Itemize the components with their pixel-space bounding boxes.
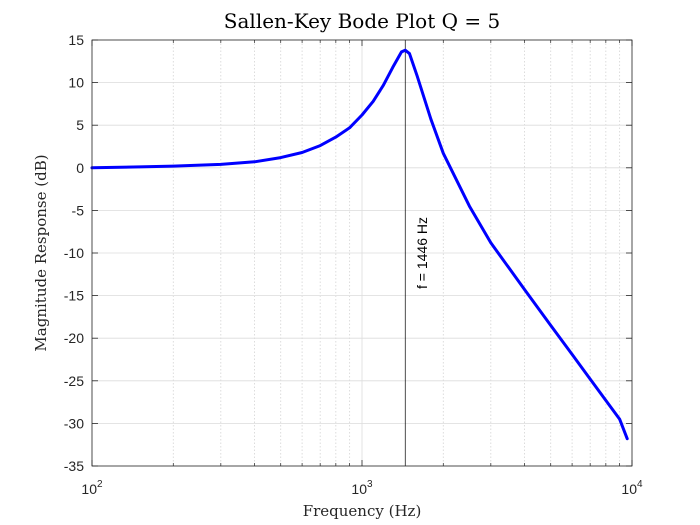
series-point — [172, 164, 175, 168]
series-point — [400, 50, 403, 54]
series-point — [219, 163, 223, 166]
series-point — [404, 49, 407, 52]
series-point — [570, 353, 574, 356]
x-tick-exponent: 4 — [637, 479, 643, 490]
series-point — [626, 437, 629, 440]
series-point — [318, 144, 322, 147]
y-tick-label: -25 — [64, 373, 84, 389]
series-point — [382, 83, 385, 87]
x-tick-base: 10 — [621, 481, 637, 497]
y-tick-label: -10 — [64, 245, 84, 261]
series-point — [371, 100, 375, 103]
y-tick-label: -20 — [64, 330, 84, 346]
series-point — [549, 324, 552, 327]
series-point — [334, 135, 338, 139]
series-point — [523, 288, 526, 291]
series-point — [138, 165, 141, 169]
x-tick-exponent: 3 — [367, 479, 373, 490]
x-tick-label: 102 — [81, 479, 103, 497]
y-tick-label: 0 — [76, 160, 84, 176]
series-point — [604, 399, 608, 402]
y-axis-label: Magnitude Response (dB) — [32, 154, 50, 351]
series-point — [429, 118, 433, 121]
series-point — [391, 66, 394, 69]
series-point — [360, 113, 364, 117]
x-tick-base: 10 — [351, 481, 367, 497]
series-point — [489, 241, 493, 244]
series-point — [279, 156, 282, 159]
frequency-annotation: f = 1446 Hz — [414, 217, 430, 289]
x-tick-label: 104 — [621, 479, 643, 497]
series-point — [415, 74, 419, 77]
y-tick-label: 15 — [68, 32, 84, 48]
y-tick-label: -15 — [64, 288, 84, 304]
x-axis-label: Frequency (Hz) — [303, 502, 422, 520]
series-group — [90, 48, 629, 441]
plot-frame — [91, 39, 633, 467]
x-tick-exponent: 2 — [97, 479, 103, 490]
series-point — [442, 152, 445, 155]
x-tick-base: 10 — [81, 481, 97, 497]
series-point — [468, 204, 471, 208]
series-point — [348, 126, 351, 129]
y-tick-label: -5 — [72, 202, 85, 218]
y-tick-label: -30 — [64, 415, 84, 431]
y-tick-label: -35 — [64, 458, 84, 474]
x-tick-label: 103 — [351, 479, 373, 497]
series-point — [408, 52, 411, 55]
chart-title: Sallen-Key Bode Plot Q = 5 — [224, 9, 500, 33]
series-point — [253, 160, 256, 164]
series-point — [588, 377, 592, 381]
series-point — [300, 151, 304, 154]
series-point — [618, 417, 621, 421]
y-tick-label: 10 — [68, 75, 84, 91]
y-tick-label: 5 — [76, 117, 84, 133]
